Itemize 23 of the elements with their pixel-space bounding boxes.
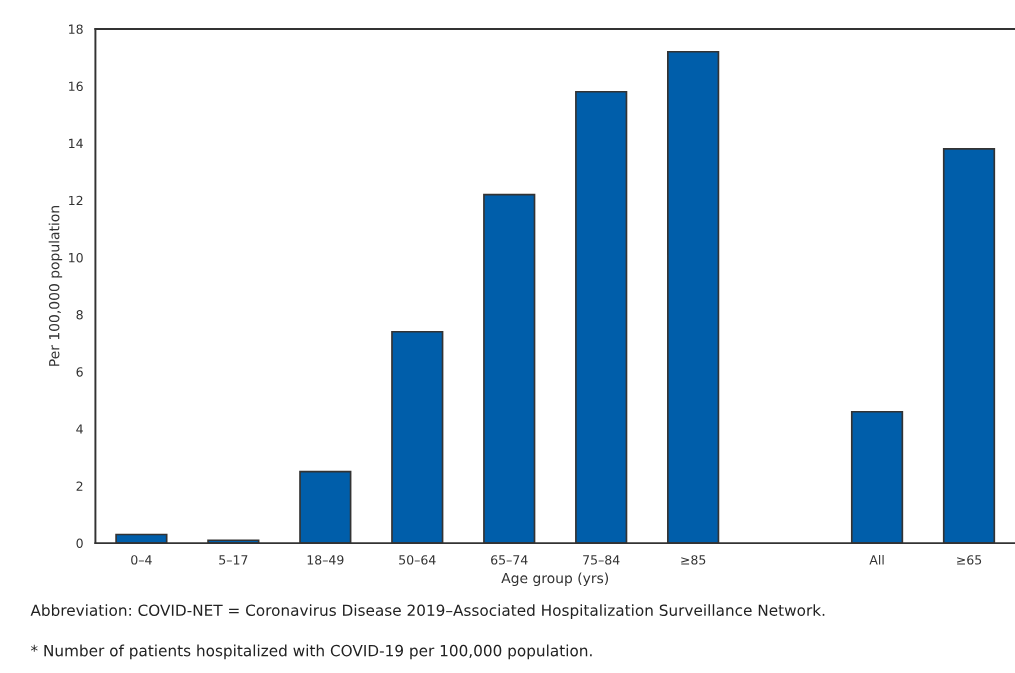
y-tick-label: 14 [69, 138, 83, 148]
y-tick-label: 2 [76, 481, 83, 491]
y-tick-label: 10 [69, 252, 83, 263]
y-tick-label: 12 [69, 195, 83, 206]
x-tick-label: 75–84 [583, 555, 620, 565]
text: Abbreviation: COVID-NET = Coronavirus Disease 2019–Associated Hospitalization Surveillance Network. [30, 604, 825, 619]
y-tick-label: 4 [76, 424, 83, 434]
x-tick-label: 65–74 [491, 555, 528, 565]
y-tick-label: 8 [76, 310, 83, 320]
x-tick-label: All [869, 554, 884, 565]
text: * Number of patients hospitalized with COVID-19 per 100,000 population. [30, 644, 592, 660]
x-tick-label: 50–64 [399, 555, 436, 565]
x-tick-label: 5–17 [219, 555, 248, 565]
y-axis-title: Per 100,000 population [48, 206, 63, 366]
x-tick-label: ≥65 [957, 555, 982, 565]
x-tick-label: 18–49 [307, 555, 344, 565]
x-axis-title: Age group (yrs) [501, 572, 609, 587]
y-tick-label: 0 [76, 538, 83, 549]
y-tick-label: 16 [69, 81, 83, 91]
x-tick-label: ≥85 [681, 555, 706, 565]
x-tick-label: 0–4 [131, 555, 152, 565]
y-tick-label: 6 [76, 367, 83, 377]
y-tick-label: 18 [69, 24, 83, 34]
